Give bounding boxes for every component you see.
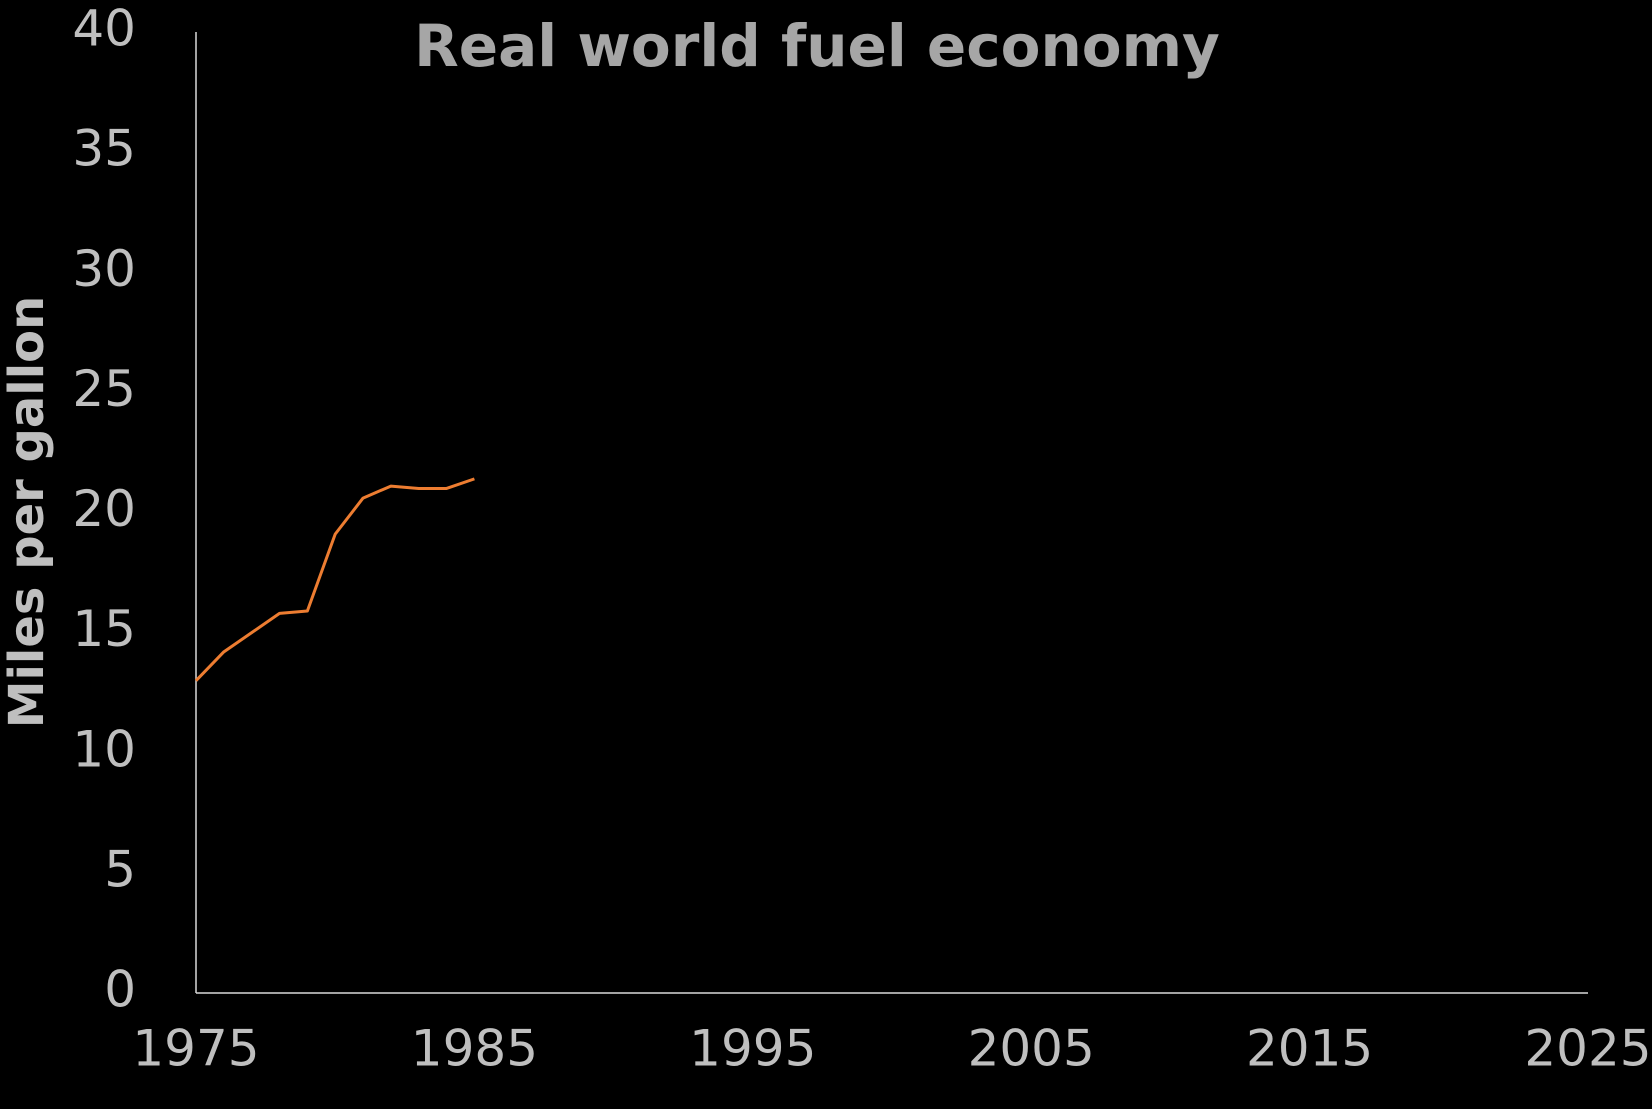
chart-title: Real world fuel economy — [414, 12, 1220, 80]
y-tick-label: 5 — [104, 840, 136, 898]
x-tick-label: 2025 — [1524, 1020, 1651, 1078]
x-tick-label: 1975 — [132, 1020, 259, 1078]
y-tick-label: 30 — [72, 240, 136, 298]
y-tick-label: 20 — [72, 480, 136, 538]
y-tick-label: 40 — [72, 0, 136, 58]
y-tick-label: 15 — [72, 600, 136, 658]
y-tick-label: 35 — [72, 120, 136, 178]
x-tick-label: 2005 — [968, 1020, 1095, 1078]
x-tick-label: 1995 — [689, 1020, 816, 1078]
y-tick-label: 10 — [72, 720, 136, 778]
line — [194, 477, 475, 682]
y-axis-label: Miles per gallon — [0, 296, 55, 729]
x-tick-label: 2015 — [1246, 1020, 1373, 1078]
y-tick-label: 0 — [104, 961, 136, 1019]
x-tick-label: 1985 — [411, 1020, 538, 1078]
y-tick-label: 25 — [72, 360, 136, 418]
